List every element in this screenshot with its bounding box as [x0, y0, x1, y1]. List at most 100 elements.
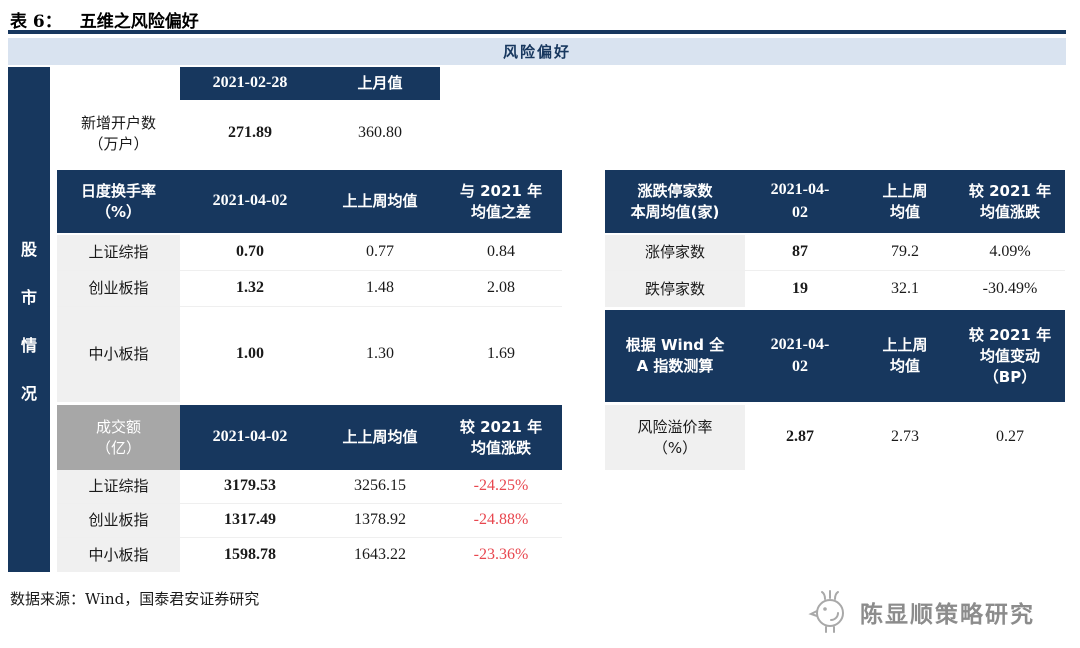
section-label-line: 根据 Wind 全: [625, 336, 725, 354]
data-source-note: 数据来源：Wind，国泰君安证券研究: [10, 590, 260, 608]
section-label-volume: 成交额 （亿）: [57, 405, 180, 470]
table-row: 创业板指 1317.49 1378.92 -24.88%: [57, 504, 562, 538]
table-row: 跌停家数 19 32.1 -30.49%: [605, 271, 1065, 307]
cell-value-negative: -24.88%: [440, 504, 562, 538]
cell-value: 1.32: [180, 271, 320, 307]
row-label: 中小板指: [57, 538, 180, 572]
row-label-line: （万户）: [88, 134, 149, 153]
table-row: 中小板指 1598.78 1643.22 -23.36%: [57, 538, 562, 572]
cell-value: 87: [745, 235, 855, 271]
cell-previous-value: 360.80: [358, 124, 402, 142]
col-header-date: 2021-04-02: [180, 405, 320, 470]
cell-value: 4.09%: [955, 235, 1065, 271]
page-title: 表 6： 五维之风险偏好: [10, 7, 199, 32]
table-number: 表 6：: [10, 12, 62, 32]
title-divider: [8, 30, 1066, 34]
table-row: 涨停家数 87 79.2 4.09%: [605, 235, 1065, 271]
row-label: 风险溢价率 （%）: [605, 405, 745, 470]
side-label-stock-market: 股 市 情 况: [8, 67, 50, 572]
section-label-line: 成交额: [95, 417, 141, 436]
section-label-line: 本周均值(家): [630, 202, 720, 221]
col-header-diff-bp: 较 2021 年 均值变动 （BP）: [955, 310, 1065, 402]
col-header-date: 2021-04-02: [180, 170, 320, 233]
col-header-line: 均值之差: [470, 202, 531, 221]
monthly-header-row: 2021-02-28 上月值: [57, 67, 562, 100]
col-header-line: 02: [792, 358, 808, 375]
spacer-cell: [440, 67, 562, 100]
section-label-line: 涨跌停家数: [637, 181, 713, 200]
cell-value: 1.30: [366, 345, 394, 363]
col-header-line: 2021-04-: [770, 335, 830, 353]
table-row: 上证综指 3179.53 3256.15 -24.25%: [57, 470, 562, 504]
table-row: 中小板指 1.00 1.30 1.69: [57, 307, 562, 402]
col-header-line: 上上周: [882, 336, 928, 354]
cell-value: 2.73: [891, 428, 919, 446]
col-header-diff: 较 2021 年 均值涨跌: [955, 170, 1065, 233]
row-label: 跌停家数: [605, 271, 745, 307]
chick-logo-icon: [806, 586, 852, 638]
col-header-line: 均值: [889, 357, 920, 375]
row-label: 创业板指: [57, 271, 180, 307]
col-header-line: 上上周: [882, 181, 928, 200]
col-header-line: 均值涨跌: [470, 438, 531, 457]
col-header-date: 2021-04- 02: [745, 170, 855, 233]
premium-header-row: 根据 Wind 全 A 指数测算 2021-04- 02 上上周 均值 较 20…: [605, 310, 1065, 402]
col-header-diff: 较 2021 年 均值涨跌: [440, 405, 562, 470]
cell-value: 2.08: [440, 271, 562, 307]
cell-value: 19: [792, 279, 808, 297]
section-label-line: （亿）: [95, 438, 141, 457]
cell-value-negative: -24.25%: [440, 470, 562, 504]
col-header-line: 均值: [889, 202, 920, 221]
col-header-diff: 与 2021 年 均值之差: [440, 170, 562, 233]
col-header-biweek-avg: 上上周 均值: [855, 310, 955, 402]
row-label-line: 新增开户数: [80, 113, 156, 132]
table-row: 创业板指 1.32 1.48 2.08: [57, 271, 562, 307]
side-label-char: 况: [20, 383, 37, 403]
cell-value: 3256.15: [320, 470, 440, 504]
col-header-line: 与 2021 年: [459, 181, 543, 200]
col-header-prev-month: 上月值: [320, 67, 440, 100]
col-header-line: （BP）: [983, 367, 1037, 386]
row-label: 新增开户数 （万户）: [57, 100, 180, 167]
row-label: 涨停家数: [605, 235, 745, 271]
section-label-limits: 涨跌停家数 本周均值(家): [605, 170, 745, 233]
col-header-date: 2021-02-28: [180, 67, 320, 100]
cell-value: -30.49%: [982, 279, 1038, 297]
cell-value: 2.87: [786, 428, 814, 446]
cell-value: 1598.78: [224, 545, 276, 563]
cell-value: 1.69: [487, 345, 515, 363]
row-label-line: 风险溢价率: [637, 417, 713, 436]
cell-value: 0.77: [320, 235, 440, 271]
cell-value: 1.48: [320, 271, 440, 307]
turnover-header-row: 日度换手率 （%） 2021-04-02 上上周均值 与 2021 年 均值之差: [57, 170, 562, 233]
col-header-line: 均值变动: [979, 346, 1040, 365]
col-header-line: 较 2021 年: [459, 417, 543, 436]
cell-value: 1.00: [236, 345, 264, 363]
limits-header-row: 涨跌停家数 本周均值(家) 2021-04- 02 上上周 均值 较 2021 …: [605, 170, 1065, 233]
col-header-date: 2021-04- 02: [745, 310, 855, 402]
cell-value: 0.84: [440, 235, 562, 271]
cell-current-value: 271.89: [228, 124, 272, 142]
table-row: 上证综指 0.70 0.77 0.84: [57, 235, 562, 271]
row-label: 创业板指: [57, 504, 180, 538]
cell-value: 1643.22: [354, 545, 406, 563]
risk-premium-row: 风险溢价率 （%） 2.87 2.73 0.27: [605, 405, 1065, 470]
volume-header-row: 成交额 （亿） 2021-04-02 上上周均值 较 2021 年 均值涨跌: [57, 405, 562, 470]
col-header-line: 较 2021 年: [968, 325, 1052, 344]
section-label-line: A 指数测算: [636, 357, 714, 375]
col-header-biweek-avg: 上上周 均值: [855, 170, 955, 233]
col-header-line: 2021-04-: [770, 181, 830, 199]
row-label: 中小板指: [57, 307, 180, 402]
cell-value: 1378.92: [320, 504, 440, 538]
spacer-cell: [57, 67, 180, 100]
cell-value: 0.70: [180, 235, 320, 271]
row-label-line: （%）: [652, 438, 698, 457]
cell-value: 1317.49: [180, 504, 320, 538]
cell-value: 79.2: [855, 235, 955, 271]
section-label-wind-all-a: 根据 Wind 全 A 指数测算: [605, 310, 745, 402]
cell-value-negative: -23.36%: [473, 545, 529, 563]
col-header-line: 较 2021 年: [968, 181, 1052, 200]
watermark-text: 陈显顺策略研究: [860, 602, 1035, 628]
risk-preference-band: 风险偏好: [8, 38, 1066, 65]
